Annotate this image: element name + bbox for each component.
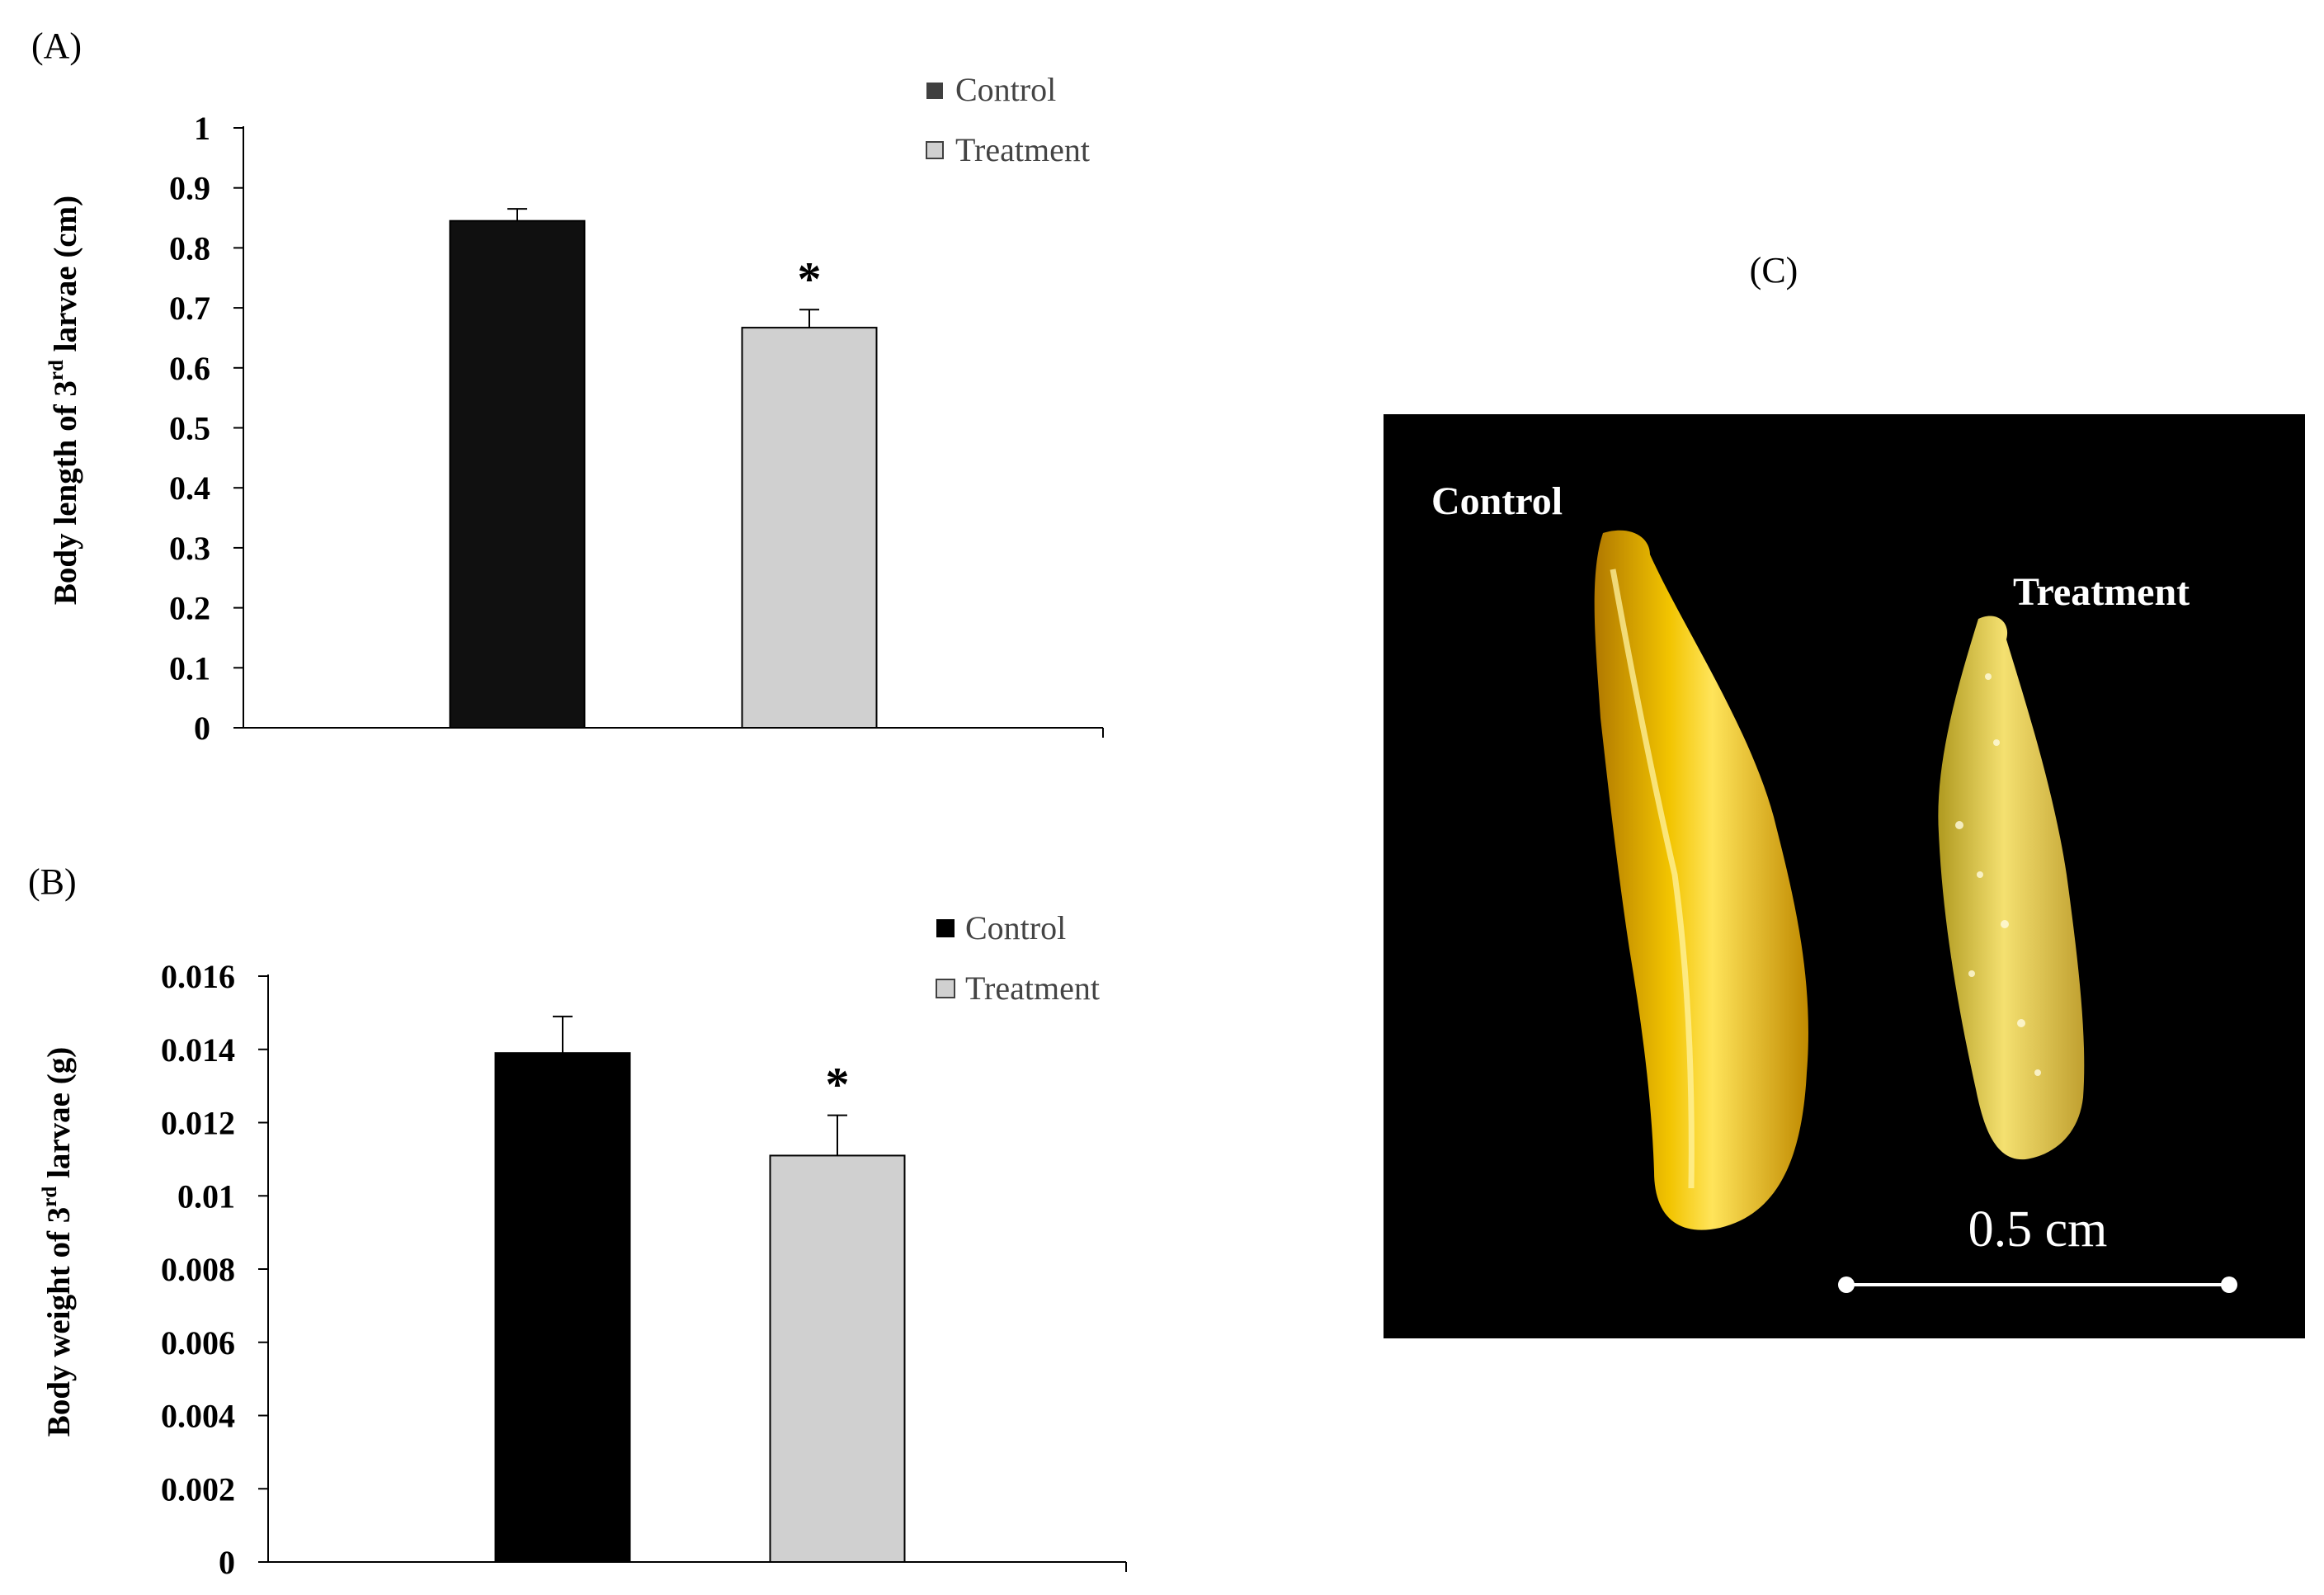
chart-a-legend-swatch-control: [926, 83, 943, 99]
scale-bar-end-right: [2221, 1276, 2237, 1293]
panel-label-a: (A): [31, 26, 82, 66]
chart-a: 0 0.1 0.2 0.3 0.4 0.5 0.6 0.7 0.8 0.9 1 * Body len…: [45, 71, 1104, 747]
chart-a-legend-label-treatment: Treatment: [955, 131, 1090, 168]
chart-a-y-tick-label: 0.3: [169, 530, 210, 567]
chart-b-legend-label-control: Control: [965, 909, 1066, 946]
chart-a-y-tick-label: 0.7: [169, 290, 210, 327]
chart-b-y-tick-label: 0: [219, 1544, 235, 1581]
chart-a-y-tick-label: 1: [194, 110, 210, 147]
chart-b-y-tick-label: 0.014: [161, 1031, 235, 1069]
photo-background: [1384, 414, 2305, 1338]
chart-b-legend-swatch-treatment: [936, 979, 955, 998]
chart-a-y-tick-label: 0.5: [169, 410, 210, 447]
chart-a-y-tick-label: 0.6: [169, 350, 210, 387]
chart-b-bar-treatment: [769, 1154, 906, 1563]
chart-a-legend-label-control: Control: [955, 71, 1056, 108]
chart-b-y-tick-label: 0.006: [161, 1324, 235, 1361]
chart-b-y-tick-label: 0.016: [161, 958, 235, 995]
chart-a-y-tick-label: 0.8: [169, 229, 210, 267]
scale-bar-label: 0.5 cm: [1968, 1201, 2108, 1258]
chart-b-y-tick-label: 0.01: [177, 1177, 235, 1215]
chart-a-y-axis-label: Body length of 3rd larvae (cm): [45, 196, 83, 605]
control-larva: [1594, 530, 1808, 1230]
chart-a-y-ticks: 0 0.1 0.2 0.3 0.4 0.5 0.6 0.7 0.8 0.9 1: [169, 110, 1104, 747]
chart-b-bars: *: [494, 1015, 906, 1563]
chart-a-bars: *: [449, 208, 878, 729]
chart-b-legend: Control Treatment: [936, 909, 1100, 1007]
chart-a-y-tick-label: 0: [194, 710, 210, 747]
chart-a-y-tick-label: 0.1: [169, 649, 210, 687]
chart-a-bar-control: [449, 219, 586, 729]
chart-b-y-tick-label: 0.002: [161, 1470, 235, 1508]
chart-b-legend-label-treatment: Treatment: [965, 970, 1100, 1007]
treatment-larva-speckles: [1955, 673, 2041, 1076]
chart-a-significance-mark: *: [798, 252, 822, 305]
chart-a-legend: Control Treatment: [926, 71, 1090, 168]
photo-label-control: Control: [1431, 479, 1563, 523]
chart-a-legend-swatch-treatment: [926, 141, 944, 159]
panel-label-c: (C): [1750, 250, 1798, 290]
chart-b-legend-swatch-control: [936, 919, 955, 937]
larvae-photo: Control Treatment 0.5 cm: [1384, 414, 2305, 1338]
chart-b-y-ticks: 0 0.002 0.004 0.006 0.008 0.01 0.012 0.014 0.016: [161, 958, 1127, 1581]
chart-a-bar-treatment: [741, 327, 878, 729]
chart-b-y-tick-label: 0.008: [161, 1251, 235, 1288]
control-larva-highlight: [1610, 569, 1695, 1189]
photo-label-treatment: Treatment: [2013, 570, 2190, 614]
chart-a-y-tick-label: 0.2: [169, 590, 210, 627]
chart-b: 0 0.002 0.004 0.006 0.008 0.01 0.012 0.014 0.016…: [39, 909, 1127, 1581]
chart-b-y-tick-label: 0.012: [161, 1105, 235, 1142]
chart-b-y-tick-label: 0.004: [161, 1398, 235, 1435]
chart-a-y-tick-label: 0.4: [169, 470, 210, 507]
treatment-larva: [1938, 616, 2085, 1160]
panel-label-b: (B): [28, 861, 77, 902]
chart-b-significance-mark: *: [826, 1058, 850, 1111]
chart-a-y-tick-label: 0.9: [169, 170, 210, 207]
chart-b-bar-control: [494, 1052, 631, 1563]
scale-bar-end-left: [1838, 1276, 1855, 1293]
chart-b-y-axis-label: Body weight of 3rd larvae (g): [39, 1047, 77, 1437]
